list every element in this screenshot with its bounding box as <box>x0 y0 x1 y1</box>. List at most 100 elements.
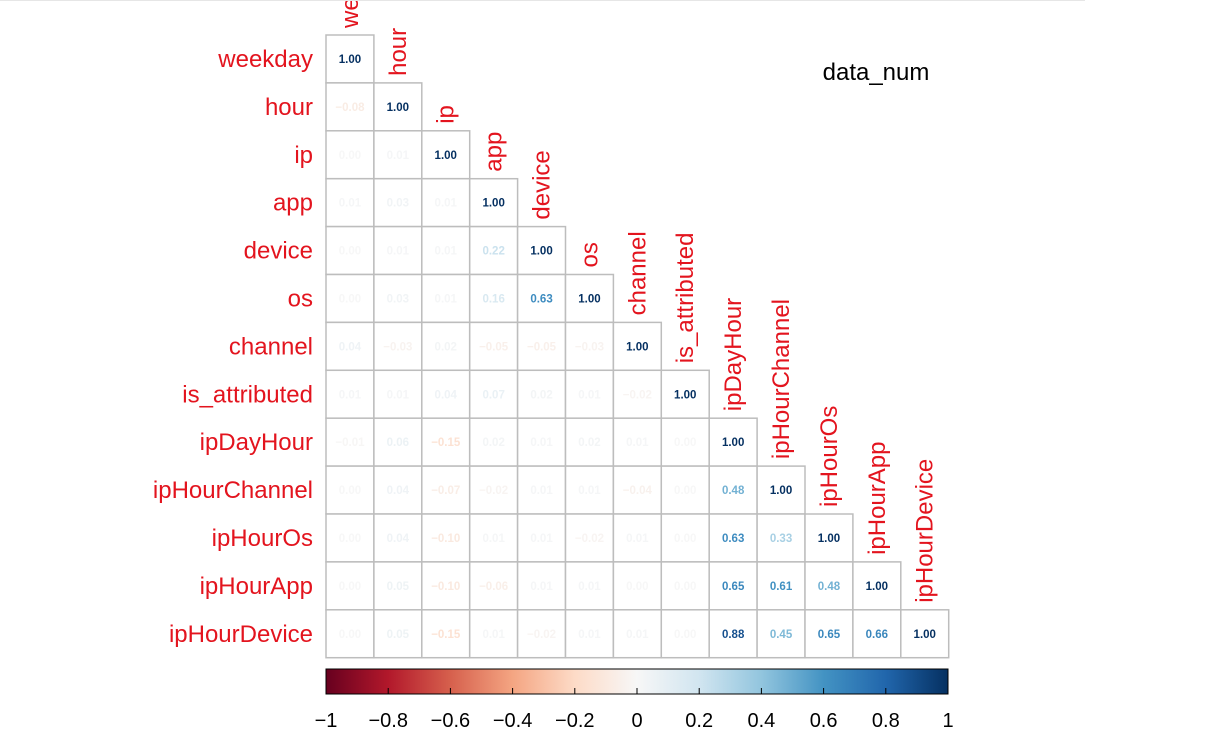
corr-value-label: 1.00 <box>674 389 696 401</box>
colorbar-tick-label: −1 <box>315 710 338 732</box>
corr-cell <box>804 609 854 659</box>
colorbar-tick-label: 0.8 <box>872 710 900 732</box>
corr-cell <box>756 609 806 659</box>
corr-value-label: 0.00 <box>339 533 361 545</box>
corr-value-label: 1.00 <box>435 150 457 162</box>
corr-cell <box>708 561 758 611</box>
row-label: os <box>288 285 313 312</box>
corr-value-label: 1.00 <box>387 102 409 114</box>
corr-value-label: 0.00 <box>674 629 696 641</box>
corr-value-label: 1.00 <box>339 54 361 66</box>
corr-value-label: 0.65 <box>818 629 841 641</box>
row-label: app <box>273 190 313 217</box>
corr-cell <box>660 369 710 419</box>
corr-cell <box>468 513 519 563</box>
column-label: os <box>576 242 603 267</box>
corr-value-label: 0.63 <box>530 293 552 305</box>
corr-value-label: 0.66 <box>866 629 888 641</box>
corr-value-label: 0.03 <box>387 293 409 305</box>
corr-value-label: 0.16 <box>482 293 504 305</box>
corr-value-label: 0.01 <box>530 437 553 449</box>
corr-value-label: 0.88 <box>722 629 745 641</box>
row-label: ipDayHour <box>200 429 313 456</box>
corr-cell <box>516 273 567 324</box>
corr-value-label: 0.01 <box>387 150 410 162</box>
corr-value-label: −0.04 <box>623 485 653 497</box>
corr-cell <box>325 273 375 324</box>
corr-value-label: 0.00 <box>674 485 696 497</box>
corr-value-label: 1.00 <box>722 437 744 449</box>
corr-cell <box>421 561 471 611</box>
corr-value-label: 0.01 <box>339 198 362 210</box>
corr-value-label: 0.01 <box>578 389 601 401</box>
colorbar-tick-label: −0.4 <box>493 710 532 732</box>
corr-value-label: 0.02 <box>578 437 600 449</box>
corr-value-label: 0.04 <box>387 533 410 545</box>
column-label: ipHourChannel <box>768 299 795 459</box>
corr-value-label: −0.05 <box>527 341 557 353</box>
column-label: app <box>481 132 508 172</box>
corr-value-label: 1.00 <box>818 533 840 545</box>
corr-cell <box>756 561 806 611</box>
corr-value-label: −0.02 <box>623 389 652 401</box>
corr-value-label: 0.01 <box>578 485 601 497</box>
corr-value-label: 1.00 <box>866 581 888 593</box>
corr-value-label: 0.01 <box>626 437 649 449</box>
corr-cell <box>708 513 758 563</box>
corr-value-label: −0.02 <box>527 629 556 641</box>
corr-value-label: 0.48 <box>722 485 745 497</box>
column-label: ipHourDevice <box>912 459 939 603</box>
column-label: ipHourApp <box>864 441 891 554</box>
corr-value-label: 0.22 <box>482 246 504 258</box>
corr-value-label: 0.01 <box>435 246 458 258</box>
corr-value-label: 0.00 <box>339 581 361 593</box>
colorbar-tick-label: 0.2 <box>685 710 713 732</box>
corr-cell <box>421 130 471 180</box>
column-label: ipDayHour <box>720 298 747 411</box>
corr-value-label: 0.00 <box>674 581 696 593</box>
row-label: ipHourApp <box>200 573 313 600</box>
corr-value-label: 0.00 <box>674 533 696 545</box>
colorbar-tick-label: −0.6 <box>431 710 470 732</box>
corr-cell <box>325 369 375 419</box>
corr-cell <box>421 369 471 419</box>
column-label: device <box>529 150 556 219</box>
corr-cell <box>421 465 471 515</box>
corr-value-label: 0.48 <box>818 581 841 593</box>
top-divider <box>0 0 1085 1</box>
column-label: ip <box>433 105 460 124</box>
row-label: ipHourChannel <box>153 477 313 504</box>
corr-cell <box>325 34 375 84</box>
corr-cell <box>564 273 615 324</box>
corr-value-label: 0.00 <box>339 293 361 305</box>
corr-value-label: 0.01 <box>578 629 601 641</box>
column-label: hour <box>385 28 412 76</box>
corr-value-label: 0.04 <box>339 341 362 353</box>
corr-value-label: 0.00 <box>339 246 361 258</box>
row-label: channel <box>229 333 313 360</box>
corr-value-label: 0.63 <box>722 533 744 545</box>
corr-value-label: 0.02 <box>482 437 504 449</box>
corr-cell <box>373 273 423 324</box>
row-label: ipHourDevice <box>169 621 313 648</box>
corr-cell <box>708 465 758 515</box>
corr-value-label: 0.01 <box>387 246 410 258</box>
corr-cell <box>373 561 423 611</box>
corr-value-label: 0.00 <box>674 437 696 449</box>
corr-cell <box>516 465 567 515</box>
row-label: is_attributed <box>182 381 313 408</box>
row-label: device <box>244 238 313 265</box>
corr-cell <box>325 513 375 563</box>
colorbar-tick-label: 0.4 <box>747 710 775 732</box>
corr-value-label: 0.01 <box>626 629 649 641</box>
corr-cell <box>325 609 375 659</box>
corr-value-label: 0.05 <box>387 629 410 641</box>
corr-cell <box>468 225 519 276</box>
corr-value-label: 0.01 <box>626 533 649 545</box>
corr-value-label: 0.01 <box>482 533 505 545</box>
corr-value-label: 0.03 <box>387 198 409 210</box>
colorbar-tick-label: −0.8 <box>368 710 407 732</box>
corr-value-label: 0.61 <box>770 581 793 593</box>
corr-value-label: 0.01 <box>530 581 553 593</box>
